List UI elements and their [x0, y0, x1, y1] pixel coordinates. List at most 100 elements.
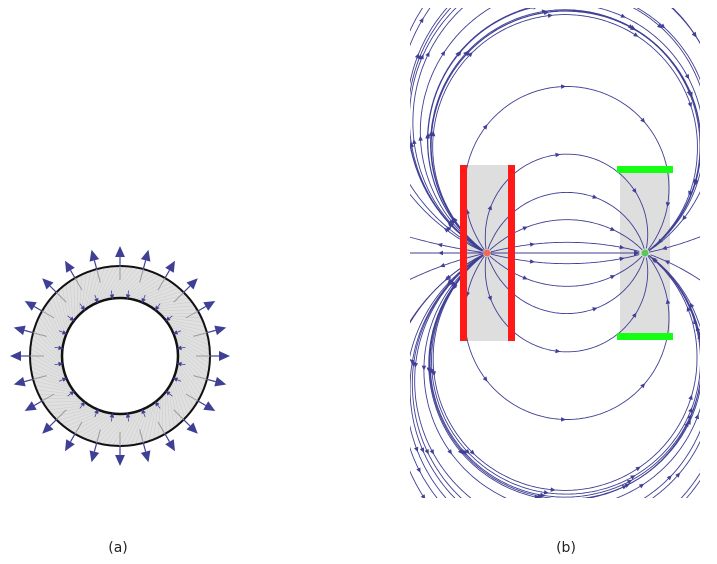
- streamline-arrow: [425, 132, 431, 138]
- arrow-icon: [42, 422, 54, 434]
- arrow-icon: [619, 256, 625, 262]
- outer-normal-arrow: [42, 419, 57, 434]
- arrow-icon: [125, 294, 131, 300]
- hatch-line: [170, 384, 178, 426]
- hatch-line: [177, 349, 208, 379]
- streamline-arrow: [487, 204, 492, 211]
- streamline-arrow: [439, 262, 446, 268]
- left-red-plate: [460, 165, 467, 341]
- streamline-arrow: [592, 194, 598, 199]
- inner-normal-arrow: [109, 290, 115, 300]
- streamline: [648, 255, 700, 328]
- streamline-arrow: [550, 487, 556, 492]
- arrow-icon: [165, 439, 175, 452]
- hatch-line: [177, 346, 209, 374]
- streamline-arrow: [688, 394, 693, 400]
- hatch-line: [143, 291, 183, 304]
- streamline: [429, 255, 700, 498]
- arrow-shaft: [177, 330, 182, 333]
- hatch-line: [165, 319, 206, 327]
- streamline-arrow: [620, 13, 626, 18]
- streamline-arrow: [443, 227, 450, 233]
- arrow-shaft: [143, 413, 146, 418]
- hatch-line: [90, 267, 105, 306]
- arrow-shaft: [33, 400, 43, 407]
- inner-normal-arrow: [54, 345, 64, 351]
- arrow-shaft: [79, 303, 83, 308]
- arrow-shaft: [49, 285, 57, 293]
- hatch-line: [126, 408, 144, 446]
- streamline: [428, 254, 700, 498]
- streamline-arrow: [529, 259, 536, 264]
- hatch-line: [60, 409, 100, 425]
- hatch-line: [51, 296, 67, 336]
- streamline: [648, 191, 700, 252]
- streamline-arrow: [688, 190, 693, 196]
- arrow-icon: [154, 305, 160, 311]
- streamline-arrow: [424, 449, 429, 455]
- inner-normal-arrow: [94, 294, 99, 304]
- streamline: [484, 153, 649, 250]
- streamline-arrow: [541, 9, 547, 14]
- streamline-arrow: [619, 244, 625, 250]
- streamline-arrow: [626, 479, 633, 485]
- outer-normal-arrow: [197, 301, 216, 312]
- arrow-icon: [487, 295, 492, 302]
- hatch-line: [62, 286, 70, 328]
- hatch-line: [135, 406, 150, 445]
- ring-stem: [32, 332, 47, 337]
- arrow-icon: [699, 469, 700, 471]
- arrow-icon: [522, 226, 528, 231]
- arrow-icon: [469, 449, 475, 455]
- hatch-line: [38, 316, 63, 351]
- arrow-shaft: [93, 442, 98, 452]
- hatch-line: [99, 265, 119, 302]
- streamline-arrow: [539, 492, 546, 498]
- arrow-icon: [89, 450, 100, 463]
- outer-normal-arrow: [197, 400, 216, 411]
- arrow-icon: [482, 124, 488, 130]
- streamline-arrow: [420, 494, 426, 498]
- streamline: [427, 8, 700, 251]
- ring-stem: [56, 409, 67, 420]
- outer-normal-arrow: [65, 260, 76, 279]
- streamline: [672, 8, 700, 44]
- arrow-icon: [69, 390, 75, 396]
- streamline-arrow: [609, 226, 616, 231]
- hatch-line: [80, 413, 115, 438]
- arrow-icon: [430, 131, 436, 137]
- streamline-arrow: [426, 367, 432, 373]
- arrow-shaft: [58, 330, 63, 333]
- streamline-arrow: [560, 417, 567, 422]
- arrow-icon: [172, 377, 179, 382]
- arrow-shaft: [197, 305, 207, 312]
- streamline-arrow: [686, 90, 691, 96]
- arrow-shaft: [183, 285, 191, 293]
- arrow-icon: [115, 455, 125, 466]
- arrow-icon: [165, 316, 171, 322]
- arrow-icon: [640, 117, 646, 123]
- inner-normal-arrow: [67, 390, 75, 397]
- hatch-line: [46, 304, 65, 342]
- arrow-icon: [609, 226, 616, 231]
- hatch-line: [121, 410, 141, 447]
- streamline-arrow: [421, 365, 427, 371]
- arrow-icon: [440, 50, 446, 57]
- streamline: [429, 254, 700, 498]
- arrow-icon: [411, 361, 417, 368]
- outer-normal-arrow: [13, 325, 34, 336]
- streamline-arrow: [467, 51, 473, 58]
- streamline-arrow: [684, 73, 690, 80]
- inner-normal-arrow: [109, 412, 115, 422]
- arrow-icon: [457, 448, 463, 455]
- arrow-shaft: [49, 419, 57, 427]
- arrow-shaft: [127, 290, 130, 295]
- streamline-arrow: [412, 138, 417, 145]
- ring-stem: [96, 429, 101, 444]
- streamline: [686, 479, 700, 498]
- ring-stem: [139, 429, 144, 444]
- streamline-arrow: [609, 275, 616, 280]
- arrow-icon: [452, 281, 458, 288]
- arrow-icon: [652, 258, 658, 264]
- arrow-icon: [688, 407, 693, 413]
